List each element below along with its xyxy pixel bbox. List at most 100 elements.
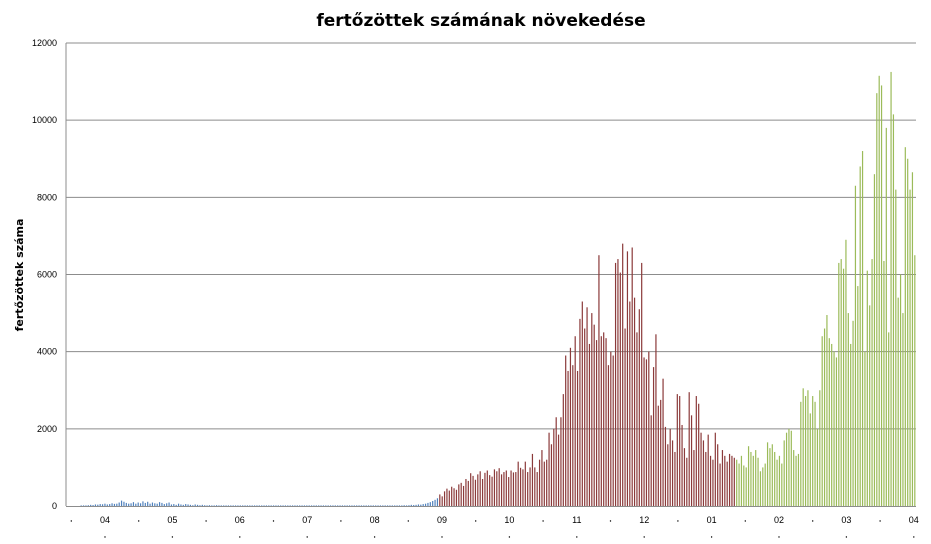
bar (375, 505, 377, 506)
bar (641, 262, 643, 506)
bar (895, 189, 897, 506)
bar (909, 189, 911, 506)
bar (676, 394, 678, 506)
bar (842, 268, 845, 506)
bar (778, 455, 781, 506)
bar (218, 505, 220, 506)
tick-dot (845, 536, 848, 538)
y-tick-label: 12000 (32, 38, 57, 48)
bar (626, 251, 629, 506)
bar (448, 490, 450, 506)
bar (598, 255, 600, 506)
bar (398, 505, 401, 506)
bar (111, 503, 113, 506)
bar (652, 367, 655, 506)
bar (610, 351, 612, 506)
bar (847, 313, 849, 506)
bar (223, 505, 225, 506)
bar (310, 505, 313, 506)
tick-dot (879, 520, 881, 522)
bar (690, 415, 693, 506)
bar (101, 504, 104, 506)
bar (187, 504, 189, 506)
bar (405, 505, 408, 506)
bar (386, 505, 389, 506)
bar (892, 114, 895, 506)
bar (752, 455, 754, 506)
bar (348, 505, 351, 506)
bar (282, 505, 284, 506)
bar (234, 505, 237, 506)
gridlines (66, 42, 916, 430)
bar (329, 505, 332, 506)
bar (90, 504, 92, 506)
bar (356, 505, 358, 506)
bar (320, 505, 322, 506)
bar (196, 504, 199, 506)
bar (130, 503, 132, 506)
tick-dot (542, 520, 544, 522)
bar (434, 499, 436, 506)
bar (177, 503, 180, 506)
bar (897, 297, 899, 506)
bar (617, 259, 619, 506)
bar (396, 505, 398, 506)
bar (199, 505, 201, 506)
bar (491, 476, 493, 506)
bar (519, 467, 522, 506)
bar (360, 505, 363, 506)
bar (220, 505, 222, 506)
bar (802, 388, 804, 506)
bar (489, 475, 491, 506)
bar (82, 505, 85, 506)
bar (318, 505, 320, 506)
bar (593, 324, 595, 506)
bar (104, 503, 106, 506)
bar (377, 505, 379, 506)
bar (669, 428, 671, 506)
bar (365, 505, 367, 506)
y-tick-label: 2000 (37, 424, 57, 434)
tick-dot (812, 520, 814, 522)
bar (614, 262, 617, 506)
bar (465, 478, 467, 506)
bar (147, 501, 149, 506)
bar (472, 475, 474, 506)
bar (420, 504, 422, 506)
bar (263, 505, 265, 506)
bar (168, 502, 170, 506)
bar (211, 505, 213, 506)
bar (790, 430, 792, 506)
bar (151, 502, 154, 506)
bar (624, 328, 626, 506)
bar (277, 505, 279, 506)
bar (890, 71, 892, 506)
bar (823, 328, 826, 506)
bar (251, 505, 253, 506)
bar (560, 417, 562, 506)
bar (474, 479, 477, 506)
x-tick-label: 10 (504, 515, 514, 525)
bar (812, 396, 814, 506)
bar (648, 351, 650, 506)
bar (674, 451, 676, 506)
bar (515, 472, 517, 506)
bar (382, 505, 384, 506)
bar (629, 301, 631, 506)
bar (655, 334, 657, 506)
bar (522, 469, 524, 506)
bar (275, 505, 277, 506)
bar (821, 336, 823, 506)
bar (484, 472, 486, 506)
bar (498, 468, 500, 506)
bar (859, 166, 861, 506)
bar (173, 504, 175, 506)
bar (462, 485, 465, 506)
bar (866, 270, 868, 506)
x-tick-label: 11 (572, 515, 581, 525)
bar (700, 432, 702, 506)
bar (553, 428, 555, 506)
bar (800, 401, 802, 506)
bar (363, 505, 365, 506)
